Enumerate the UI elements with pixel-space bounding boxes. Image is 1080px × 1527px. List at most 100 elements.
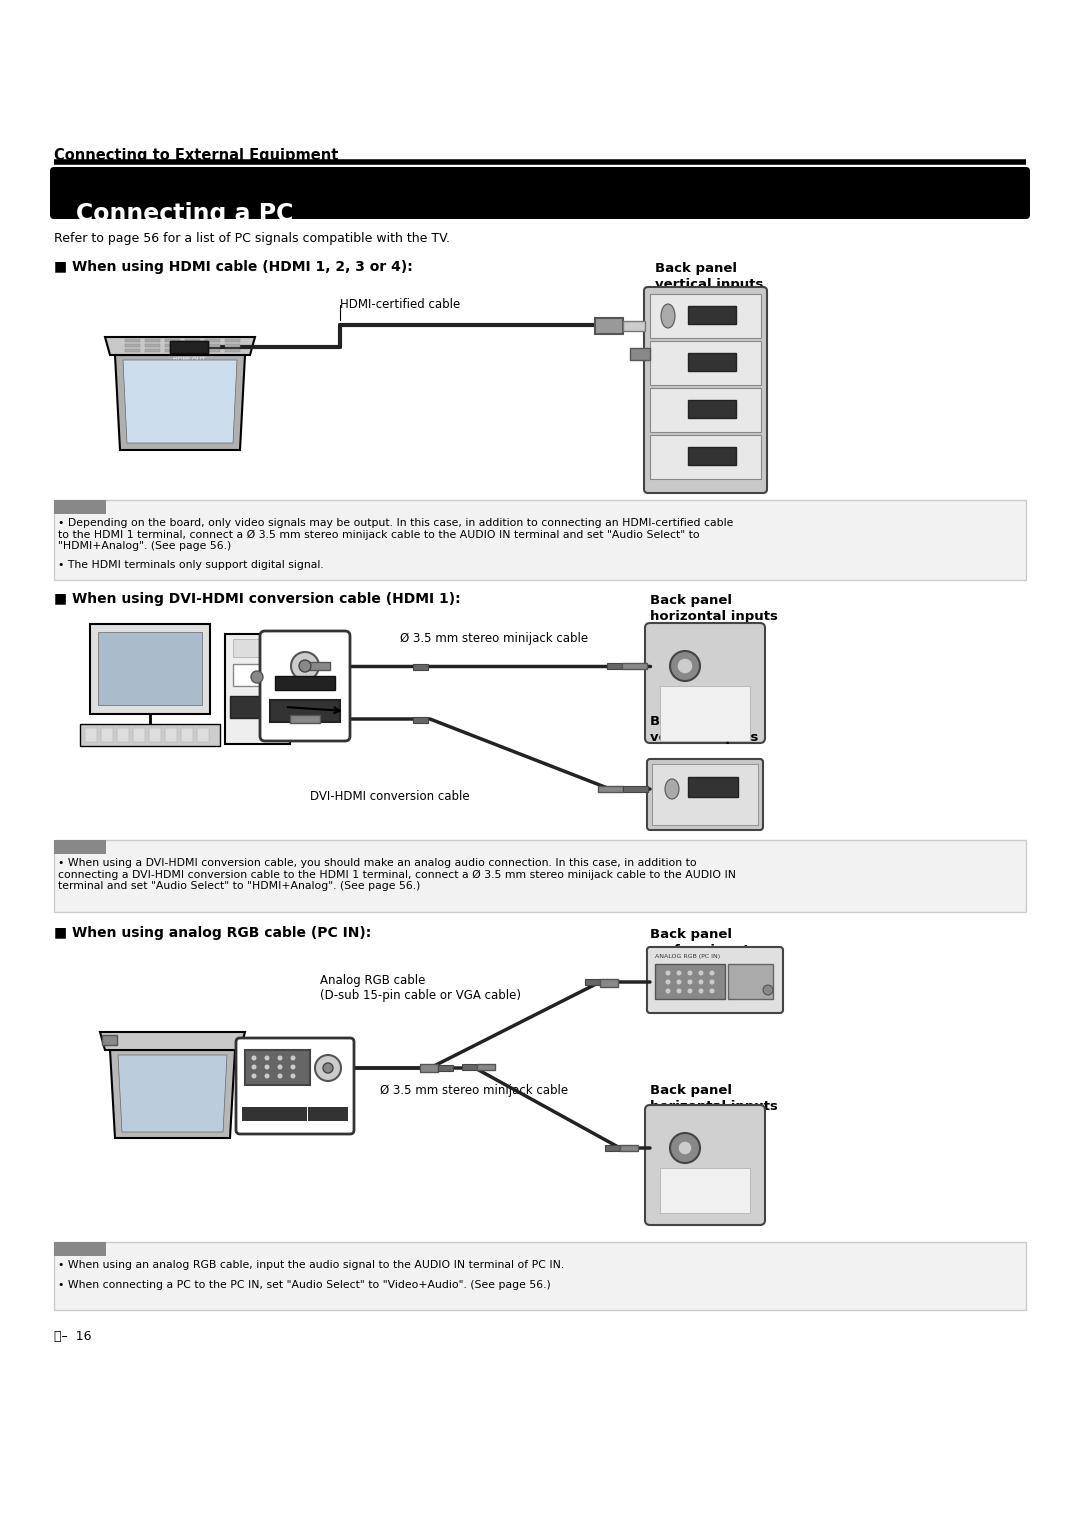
Bar [605,1145,620,1151]
Bar [125,339,140,342]
Text: Back panel: Back panel [650,1084,732,1096]
Bar [185,344,200,347]
Text: AUDIO: AUDIO [314,1109,341,1116]
Ellipse shape [665,988,671,994]
Text: AUDIO IN: AUDIO IN [705,1182,740,1191]
Bar [630,348,650,360]
Text: • The HDMI terminals only support digital signal.: • The HDMI terminals only support digita… [58,560,324,570]
Text: Back panel: Back panel [650,928,732,941]
Ellipse shape [291,1064,296,1069]
Polygon shape [118,1055,227,1132]
Bar [291,715,320,722]
Bar [54,499,106,515]
FancyBboxPatch shape [644,287,767,493]
Text: • Depending on the board, only video signals may be output. In this case, in add: • Depending on the board, only video sig… [58,518,733,551]
Text: vertical inputs: vertical inputs [654,278,764,292]
Text: ■ When using HDMI cable (HDMI 1, 2, 3 or 4):: ■ When using HDMI cable (HDMI 1, 2, 3 or… [54,260,413,273]
Text: • When using a DVI-HDMI conversion cable, you should make an analog audio connec: • When using a DVI-HDMI conversion cable… [58,858,735,892]
Text: Back panel: Back panel [654,263,737,275]
Ellipse shape [677,658,693,673]
Ellipse shape [665,779,679,799]
Polygon shape [114,354,245,450]
Text: horizontal inputs: horizontal inputs [650,609,778,623]
Bar [585,979,600,985]
Bar [598,786,623,793]
Bar [185,350,200,353]
FancyBboxPatch shape [645,623,765,744]
Text: ANALOG RGB (PC IN): ANALOG RGB (PC IN) [654,954,720,959]
Bar [688,305,735,324]
Bar [413,718,428,722]
Bar [54,840,1026,912]
Bar [149,728,161,742]
Ellipse shape [710,971,715,976]
Bar [197,728,210,742]
Bar [688,353,735,371]
Bar [595,318,623,334]
Bar [170,341,208,353]
Text: ARC: ARC [653,296,666,302]
Bar [308,1107,348,1121]
FancyBboxPatch shape [647,759,762,831]
Text: HDMI OUT: HDMI OUT [173,357,205,362]
Bar [620,1145,638,1151]
Bar [225,339,240,342]
Bar [165,344,180,347]
Text: Back panel: Back panel [650,715,732,728]
Ellipse shape [688,988,692,994]
Text: • When connecting a PC to the PC IN, set "Audio Select" to "Video+Audio". (See p: • When connecting a PC to the PC IN, set… [58,1280,551,1290]
Ellipse shape [670,1133,700,1164]
Ellipse shape [252,1055,257,1060]
Bar [54,1241,1026,1310]
Bar [242,1107,307,1121]
Bar [660,686,750,741]
FancyBboxPatch shape [237,1038,354,1135]
Text: Connecting to External Equipment: Connecting to External Equipment [54,148,338,163]
Text: horizontal inputs: horizontal inputs [650,1099,778,1113]
Text: DVI OUT: DVI OUT [289,705,321,715]
Text: DVI-HDMI conversion cable: DVI-HDMI conversion cable [310,789,470,803]
Text: HDMI 1: HDMI 1 [693,296,718,302]
Text: RGB: RGB [265,1109,283,1116]
Text: ARC: ARC [654,767,669,773]
Ellipse shape [291,1055,296,1060]
Bar [205,339,220,342]
Bar [650,435,761,479]
FancyBboxPatch shape [260,631,350,741]
Ellipse shape [265,1073,270,1078]
Bar [650,295,761,337]
Text: Connecting a PC: Connecting a PC [76,202,294,226]
Bar [305,663,330,670]
Ellipse shape [710,979,715,985]
Text: AUDIO: AUDIO [293,676,318,686]
Bar [205,350,220,353]
Bar [90,625,210,715]
Ellipse shape [278,1055,283,1060]
Ellipse shape [265,1064,270,1069]
Ellipse shape [278,1064,283,1069]
Text: NOTE: NOTE [58,841,85,851]
Bar [145,344,160,347]
Bar [181,728,193,742]
Text: Refer to page 56 for a list of PC signals compatible with the TV.: Refer to page 56 for a list of PC signal… [54,232,450,244]
Text: HDMI-certified cable: HDMI-certified cable [340,298,460,312]
Ellipse shape [688,979,692,985]
Bar [165,350,180,353]
Bar [145,339,160,342]
Ellipse shape [676,988,681,994]
Bar [623,786,648,793]
Text: hdmi: hdmi [706,415,728,425]
Text: HDMI 2: HDMI 2 [693,344,718,350]
Text: surface inputs: surface inputs [650,944,757,957]
Bar [688,400,735,418]
Ellipse shape [291,652,319,680]
Bar [54,499,1026,580]
Bar [165,728,177,742]
Ellipse shape [665,971,671,976]
Bar [230,696,285,718]
Text: vertical inputs: vertical inputs [650,731,758,744]
Bar [80,724,220,747]
Bar [165,339,180,342]
Ellipse shape [699,971,703,976]
Text: ⓔ–  16: ⓔ– 16 [54,1330,92,1344]
